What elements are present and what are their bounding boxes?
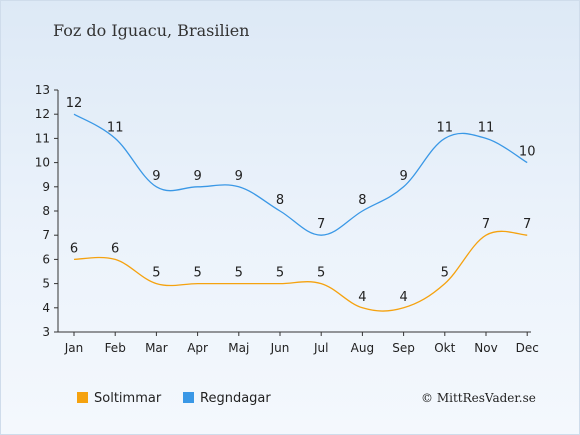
data-label-soltimmar: 7: [523, 217, 531, 232]
data-label-regndagar: 8: [358, 193, 366, 208]
data-label-regndagar: 9: [152, 169, 160, 184]
data-label-soltimmar: 5: [317, 266, 325, 281]
y-tick-label: 10: [35, 156, 50, 170]
data-label-soltimmar: 4: [358, 290, 366, 305]
y-tick-label: 5: [42, 277, 50, 291]
x-tick-label: Mar: [145, 341, 168, 355]
data-label-soltimmar: 6: [70, 241, 78, 256]
legend-swatch-soltimmar: [77, 392, 88, 403]
data-label-regndagar: 8: [276, 193, 284, 208]
data-label-regndagar: 10: [519, 145, 536, 160]
y-tick-label: 4: [42, 301, 50, 315]
x-tick-label: Maj: [228, 341, 249, 355]
x-tick-label: Jul: [313, 341, 328, 355]
data-label-regndagar: 9: [235, 169, 243, 184]
y-tick-label: 8: [42, 204, 50, 218]
x-tick-label: Jan: [64, 341, 84, 355]
series-line-soltimmar: [73, 230, 528, 312]
data-label-regndagar: 11: [478, 120, 495, 135]
data-label-regndagar: 11: [437, 120, 454, 135]
data-label-regndagar: 11: [107, 120, 124, 135]
legend-label-soltimmar: Soltimmar: [94, 391, 162, 406]
x-tick-label: Jun: [270, 341, 290, 355]
y-tick-label: 3: [42, 325, 50, 339]
y-tick-label: 11: [35, 131, 50, 145]
data-label-regndagar: 12: [66, 96, 83, 111]
data-label-soltimmar: 5: [152, 266, 160, 281]
data-label-regndagar: 9: [193, 169, 201, 184]
x-tick-label: Dec: [516, 341, 539, 355]
data-label-soltimmar: 5: [235, 266, 243, 281]
data-label-soltimmar: 5: [193, 266, 201, 281]
x-tick-label: Aug: [351, 341, 374, 355]
legend-item-regndagar: Regndagar: [183, 391, 271, 406]
x-tick-label: Apr: [187, 341, 208, 355]
y-tick-label: 6: [42, 252, 50, 266]
legend-label-regndagar: Regndagar: [200, 391, 271, 406]
copyright-notice: © MittResVader.se: [421, 391, 536, 405]
data-label-soltimmar: 5: [276, 266, 284, 281]
y-tick-label: 9: [42, 180, 50, 194]
data-label-soltimmar: 7: [482, 217, 490, 232]
y-tick-label: 12: [35, 107, 50, 121]
legend-swatch-regndagar: [183, 392, 194, 403]
x-tick-label: Okt: [434, 341, 455, 355]
chart-title: Foz do Iguacu, Brasilien: [53, 21, 250, 40]
series-line-regndagar: [73, 113, 528, 236]
data-label-soltimmar: 5: [441, 266, 449, 281]
legend-item-soltimmar: Soltimmar: [77, 391, 161, 406]
data-label-soltimmar: 6: [111, 241, 119, 256]
x-tick-label: Sep: [392, 341, 415, 355]
data-label-regndagar: 9: [399, 169, 407, 184]
x-tick-label: Nov: [474, 341, 497, 355]
y-tick-label: 7: [42, 228, 50, 242]
y-tick-label: 13: [35, 83, 50, 97]
data-label-regndagar: 7: [317, 217, 325, 232]
data-label-soltimmar: 4: [399, 290, 407, 305]
x-tick-label: Feb: [105, 341, 126, 355]
